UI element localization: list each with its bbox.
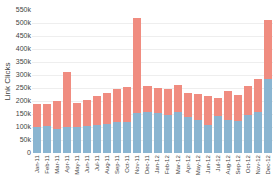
svg-text:Feb-12: Feb-12 — [165, 155, 171, 175]
svg-text:Nov-11: Nov-11 — [134, 155, 140, 175]
svg-text:400k: 400k — [16, 45, 32, 52]
svg-text:Jul-12: Jul-12 — [215, 155, 221, 172]
svg-text:Dec-12: Dec-12 — [265, 155, 271, 175]
svg-text:450k: 450k — [16, 32, 32, 39]
svg-text:Jun-12: Jun-12 — [205, 155, 211, 174]
svg-text:Mar-12: Mar-12 — [175, 155, 181, 175]
svg-text:Mar-11: Mar-11 — [54, 155, 60, 174]
svg-text:May-12: May-12 — [195, 155, 201, 176]
svg-text:150k: 150k — [16, 110, 32, 117]
svg-text:Jan-12: Jan-12 — [154, 155, 160, 174]
svg-text:550k: 550k — [16, 6, 32, 13]
svg-text:Jan-11: Jan-11 — [34, 155, 40, 174]
svg-text:Link Clicks: Link Clicks — [3, 62, 12, 100]
svg-text:Apr-11: Apr-11 — [64, 155, 70, 173]
svg-text:Feb-11: Feb-11 — [44, 155, 50, 174]
svg-text:Aug-12: Aug-12 — [225, 155, 231, 175]
svg-text:Apr-12: Apr-12 — [185, 155, 191, 174]
svg-text:0: 0 — [27, 149, 31, 156]
svg-text:50k: 50k — [20, 136, 32, 143]
svg-text:Oct-11: Oct-11 — [124, 155, 130, 173]
svg-text:Dec-11: Dec-11 — [144, 155, 150, 175]
svg-text:Oct-12: Oct-12 — [245, 155, 251, 174]
svg-text:Nov-12: Nov-12 — [255, 155, 261, 175]
svg-text:100k: 100k — [16, 123, 32, 130]
svg-text:300k: 300k — [16, 71, 32, 78]
svg-text:Sep-12: Sep-12 — [235, 155, 241, 175]
svg-text:Aug-11: Aug-11 — [104, 155, 110, 175]
svg-text:200k: 200k — [16, 97, 32, 104]
svg-text:250k: 250k — [16, 84, 32, 91]
svg-text:500k: 500k — [16, 19, 32, 26]
svg-text:Jul-11: Jul-11 — [94, 155, 100, 172]
svg-text:Jun-11: Jun-11 — [84, 155, 90, 174]
svg-text:350k: 350k — [16, 58, 32, 65]
svg-text:Sep-11: Sep-11 — [114, 155, 120, 175]
svg-text:May-11: May-11 — [74, 155, 80, 175]
